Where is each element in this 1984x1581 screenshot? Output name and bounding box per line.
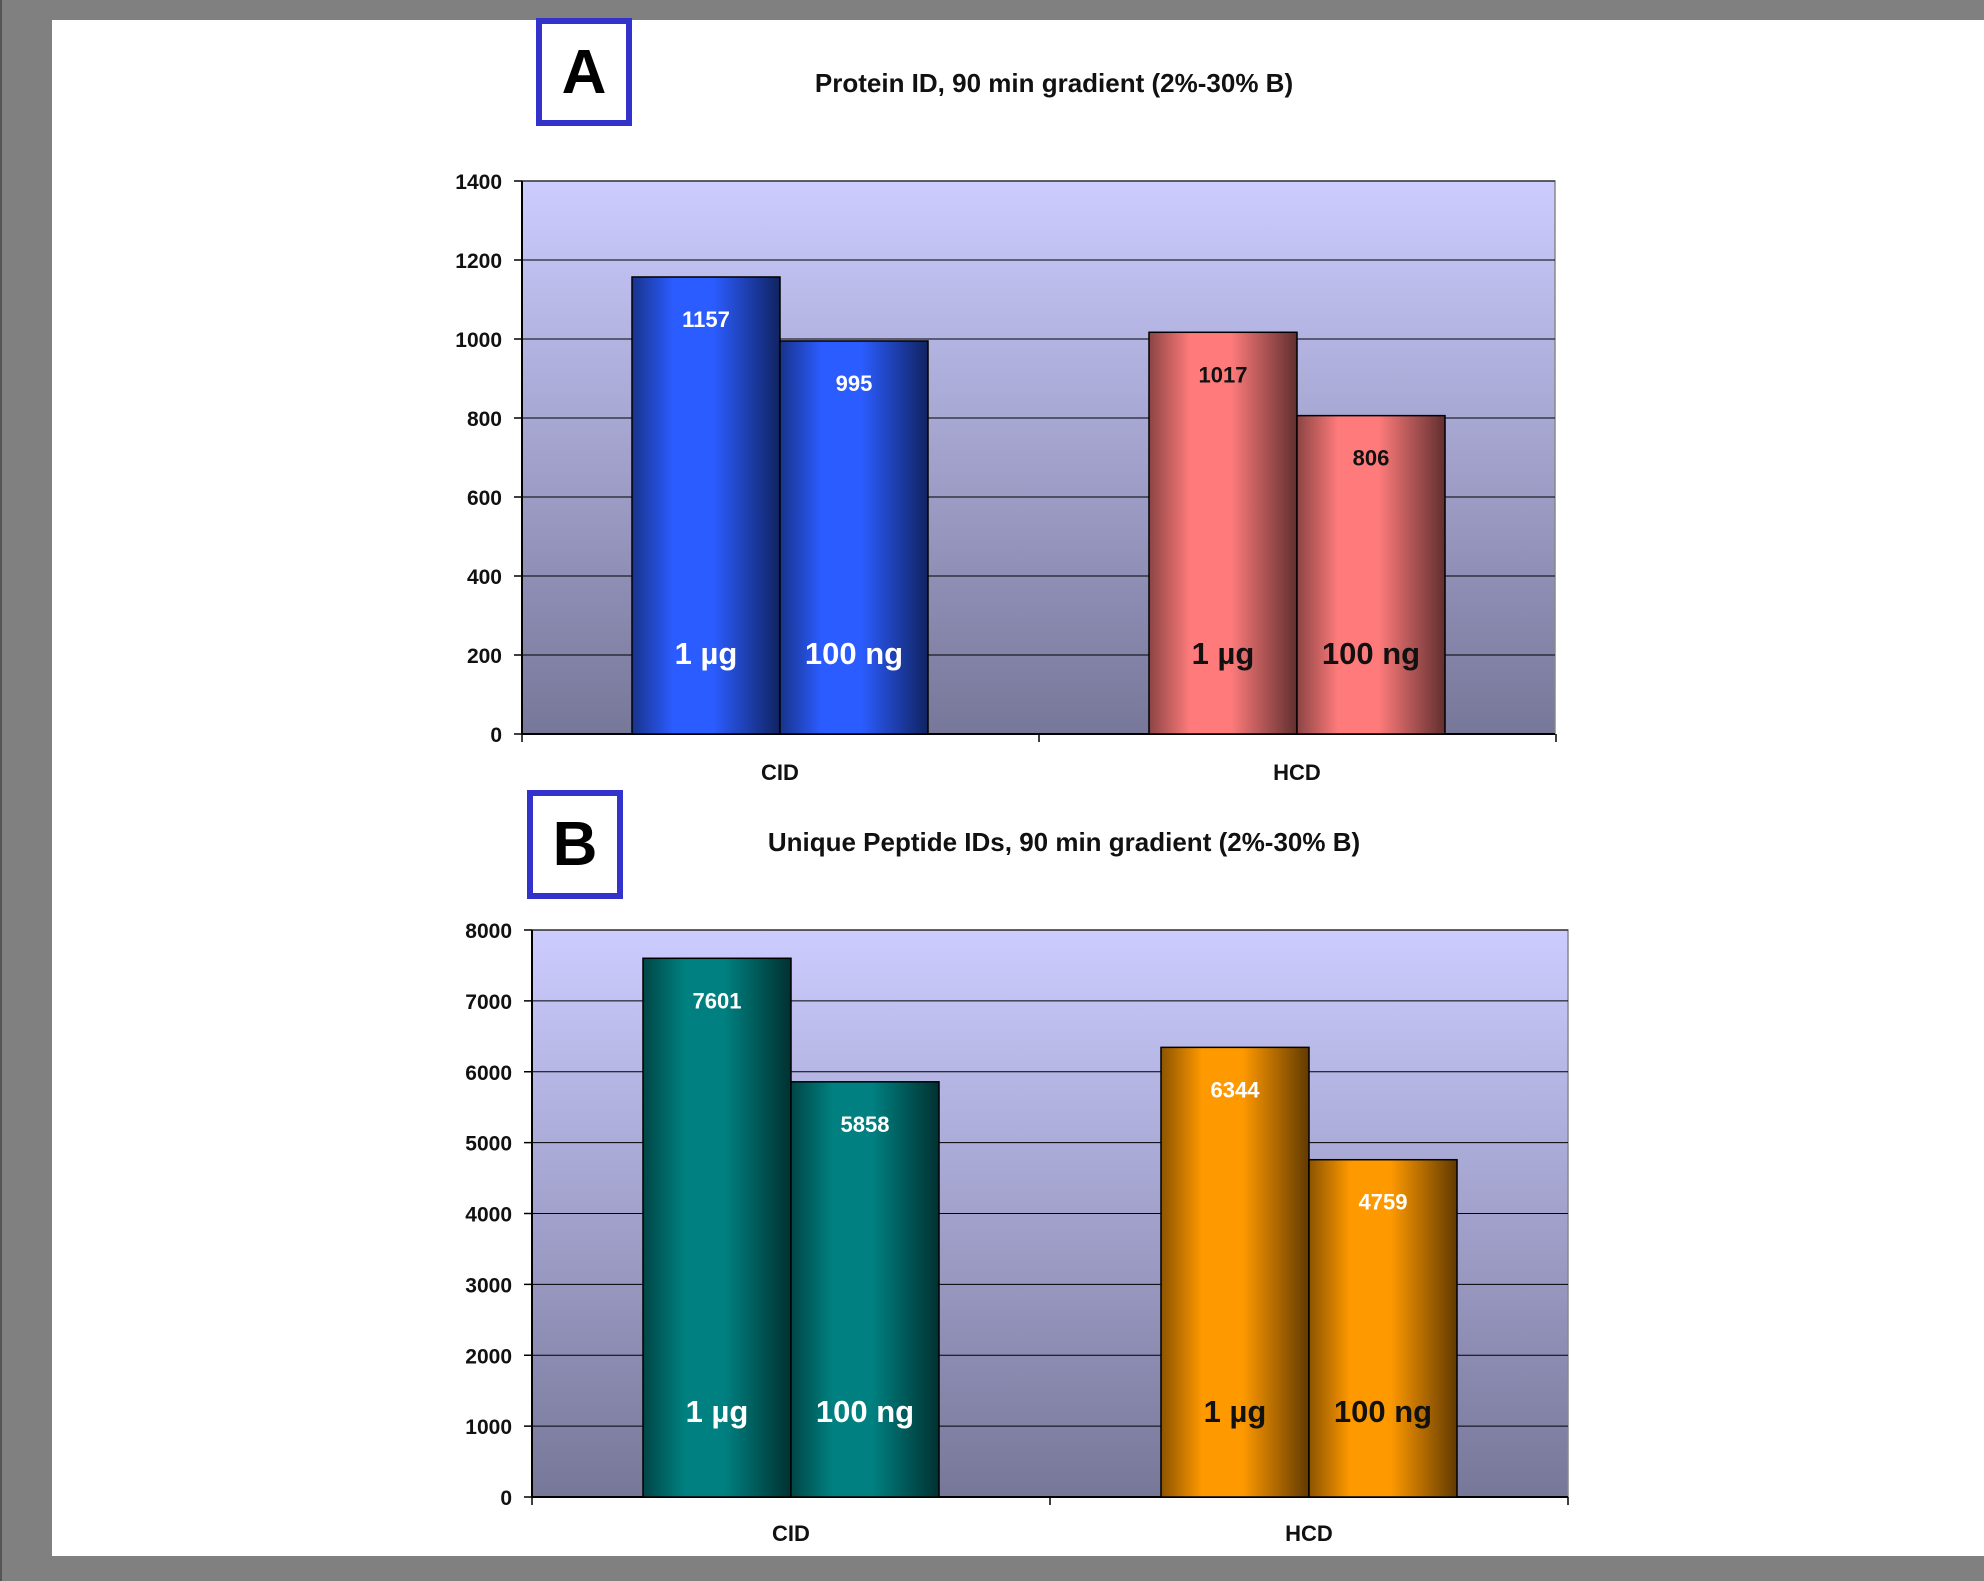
frame-border-bottom [52, 1556, 1984, 1581]
data-label: 1157 [682, 307, 730, 332]
bar-cid-series2 [790, 1081, 940, 1498]
y-tick-label: 800 [467, 408, 502, 431]
bar-hcd-series2 [1296, 414, 1446, 735]
y-tick-label: 1000 [455, 329, 502, 352]
y-tick-label: 4000 [465, 1204, 512, 1227]
frame-border-left [2, 0, 52, 1581]
data-label: 6344 [1211, 1077, 1261, 1102]
data-label: 806 [1353, 446, 1390, 471]
bar-hcd-series1 [1160, 1046, 1310, 1498]
y-tick-label: 0 [490, 724, 502, 747]
series-label: 1 µg [686, 1394, 749, 1429]
y-tick-label: 6000 [465, 1062, 512, 1085]
panel-label-box [536, 18, 632, 126]
x-tick-label: CID [772, 1521, 810, 1546]
series-label: 1 µg [675, 636, 738, 671]
chart-title: Protein ID, 90 min gradient (2%-30% B) [815, 68, 1293, 98]
panel-label: B [553, 810, 598, 879]
series-label: 1 µg [1204, 1394, 1267, 1429]
chart-title: Unique Peptide IDs, 90 min gradient (2%-… [768, 827, 1360, 857]
x-tick-label: CID [761, 760, 799, 785]
bar-cid-series1 [631, 276, 781, 735]
y-tick-label: 200 [467, 645, 502, 668]
y-tick-label: 3000 [465, 1274, 512, 1297]
series-label: 1 µg [1192, 636, 1255, 671]
y-tick-label: 1400 [455, 171, 502, 194]
bar-cid-series1 [642, 957, 792, 1498]
x-tick-label: HCD [1285, 1521, 1333, 1546]
series-label: 100 ng [1322, 636, 1420, 671]
panel-label-box [527, 790, 623, 899]
y-tick-label: 0 [500, 1487, 512, 1510]
y-tick-label: 400 [467, 566, 502, 589]
bar-hcd-series2 [1308, 1158, 1458, 1498]
y-tick-label: 2000 [465, 1345, 512, 1368]
data-label: 4759 [1359, 1190, 1408, 1215]
y-tick-label: 1000 [465, 1416, 512, 1439]
chart-a: A Protein ID, 90 min gradient (2%-30% B) 0… [455, 18, 1557, 785]
bar-hcd-series1 [1148, 331, 1298, 735]
data-label: 995 [836, 371, 873, 396]
series-label: 100 ng [805, 636, 903, 671]
y-tick-label: 600 [467, 487, 502, 510]
y-tick-label: 8000 [465, 920, 512, 943]
y-tick-label: 7000 [465, 991, 512, 1014]
frame-margin [52, 20, 106, 1556]
frame-edge [0, 0, 2, 1581]
series-label: 100 ng [1334, 1394, 1432, 1429]
bar-cid-series2 [779, 340, 929, 735]
y-tick-label: 5000 [465, 1133, 512, 1156]
data-label: 5858 [841, 1112, 890, 1137]
panel-label: A [562, 38, 607, 107]
data-label: 1017 [1199, 362, 1248, 387]
data-label: 7601 [693, 988, 742, 1013]
series-label: 100 ng [816, 1394, 914, 1429]
y-tick-label: 1200 [455, 250, 502, 273]
frame-border-top [52, 0, 1984, 20]
x-tick-label: HCD [1273, 760, 1321, 785]
chart-b: B Unique Peptide IDs, 90 min gradient (2%… [465, 790, 1569, 1546]
